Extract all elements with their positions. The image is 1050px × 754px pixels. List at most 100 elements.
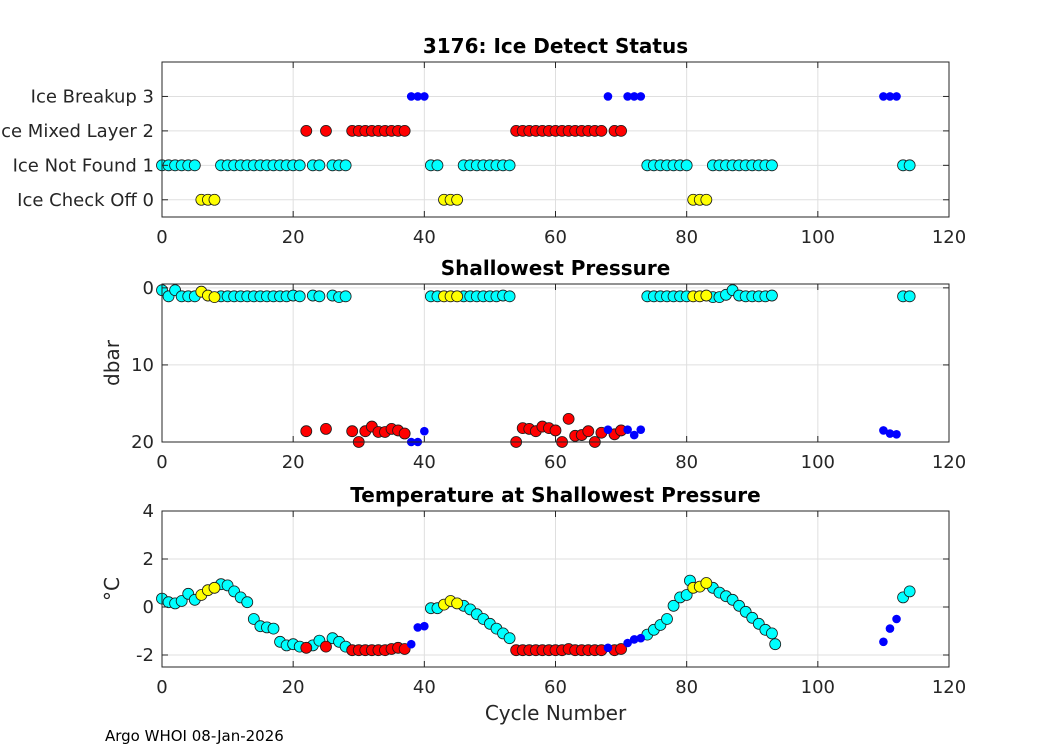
ice-status-data-point (885, 92, 895, 101)
temperature-data-point (413, 623, 423, 632)
ice-status-data-point (451, 193, 464, 206)
temperature-xtick-label: 60 (544, 677, 567, 698)
temperature-data-point (615, 643, 627, 655)
temperature-ytick-label: -2 (136, 645, 154, 666)
temperature-data-point (700, 577, 713, 589)
pressure-data-point (700, 289, 713, 302)
pressure-data-point (879, 426, 888, 435)
pressure-data-point (903, 290, 916, 303)
pressure-data-point (623, 425, 632, 434)
ice-status-data-point (603, 92, 613, 101)
pressure-data-point (451, 290, 464, 303)
pressure-xtick-label: 40 (413, 452, 436, 473)
pressure-xtick-label: 120 (932, 452, 966, 473)
pressure-data-point (398, 427, 411, 440)
temperature-data-point (241, 596, 254, 609)
ice-status-data-point (431, 159, 444, 172)
pressure-data-point (629, 430, 639, 440)
pressure-data-point (346, 425, 359, 438)
temperature-series-2 (300, 640, 627, 657)
temperature-data-point (420, 621, 429, 631)
pressure-xtick-label: 20 (282, 452, 305, 473)
ice-status-data-point (892, 92, 901, 101)
temperature-data-point (503, 632, 516, 645)
ice-status-data-point (188, 159, 201, 172)
ice-status-title: 3176: Ice Detect Status (423, 34, 688, 58)
ice-status-data-point (300, 124, 313, 137)
temperature-data-point (300, 641, 313, 654)
pressure-series-3 (406, 425, 901, 447)
ice-status-data-point (406, 92, 416, 101)
ice-status-data-point (623, 92, 632, 101)
ice-status-data-point (420, 92, 429, 101)
ice-status-data-point (208, 193, 221, 206)
pressure-title: Shallowest Pressure (441, 256, 671, 280)
ice-status-xtick-label: 20 (282, 227, 305, 248)
pressure-xtick-label: 100 (801, 452, 835, 473)
ice-status-data-point (398, 124, 411, 137)
ice-status-xtick-label: 60 (544, 227, 567, 248)
temperature-title: Temperature at Shallowest Pressure (350, 483, 760, 507)
temperature-series-3 (406, 614, 901, 653)
ice-status-ytick-label: Ice Breakup 3 (31, 86, 154, 107)
pressure-xtick-label: 0 (156, 452, 167, 473)
temperature-data-point (320, 640, 332, 653)
ice-status-ytick-label: Ice Check Off 0 (17, 190, 154, 211)
ice-status-series-1 (156, 159, 916, 172)
ice-status-data-point (879, 92, 888, 101)
pressure-data-point (293, 290, 306, 303)
pressure-ylabel: dbar (100, 339, 124, 386)
temperature-data-point (667, 599, 680, 612)
temperature-data-point (451, 597, 464, 610)
temperature-data-point (398, 643, 411, 655)
pressure-data-point (420, 426, 429, 436)
pressure-ytick-label: 0 (143, 278, 154, 299)
footer-credit: Argo WHOI 08-Jan-2026 (105, 727, 284, 745)
ice-status-xtick-label: 80 (675, 227, 698, 248)
temperature-data-point (885, 624, 895, 633)
temperature-series-1 (195, 577, 713, 611)
ice-status-ytick-label: Ice Not Found 1 (13, 155, 154, 176)
temperature-data-point (766, 627, 778, 640)
temperature-data-point (267, 622, 280, 635)
temperature-xtick-label: 80 (675, 677, 698, 698)
pressure-data-point (603, 425, 613, 434)
temperature-data-point (769, 638, 782, 651)
temperature-data-point (892, 614, 901, 624)
temperature-xtick-label: 40 (413, 677, 436, 698)
ice-status-data-point (680, 159, 693, 172)
temperature-data-point (903, 585, 916, 598)
pressure-data-point (885, 429, 895, 438)
temperature-xtick-label: 0 (156, 677, 167, 698)
ice-status-series-2 (300, 124, 627, 137)
pressure-xtick-label: 60 (544, 452, 567, 473)
temperature-data-point (406, 639, 416, 649)
pressure-data-point (503, 290, 516, 303)
ice-status-data-point (413, 92, 423, 101)
temperature-data-point (661, 613, 673, 625)
ice-status-xtick-label: 0 (156, 227, 167, 248)
pressure-series-2 (300, 412, 627, 448)
temperature-data-point (208, 581, 221, 594)
pressure-series-1 (195, 285, 713, 304)
temperature-data-point (879, 637, 888, 647)
ice-status-ytick-label: Ice Mixed Layer 2 (0, 121, 154, 142)
pressure-data-point (892, 429, 901, 439)
temperature-data-point (629, 635, 639, 644)
ice-status-data-point (700, 193, 713, 206)
ice-status-data-point (339, 159, 352, 172)
pressure-data-point (549, 424, 562, 437)
pressure-data-point (339, 290, 352, 303)
ice-status-xtick-label: 40 (413, 227, 436, 248)
temperature-xtick-label: 120 (932, 677, 966, 698)
ice-status-data-point (629, 92, 639, 101)
pressure-xtick-label: 80 (675, 452, 698, 473)
ice-status-data-point (293, 159, 306, 172)
pressure-ytick-label: 10 (131, 355, 154, 376)
temperature-ylabel: °C (100, 577, 124, 601)
ice-status-xtick-label: 100 (801, 227, 835, 248)
